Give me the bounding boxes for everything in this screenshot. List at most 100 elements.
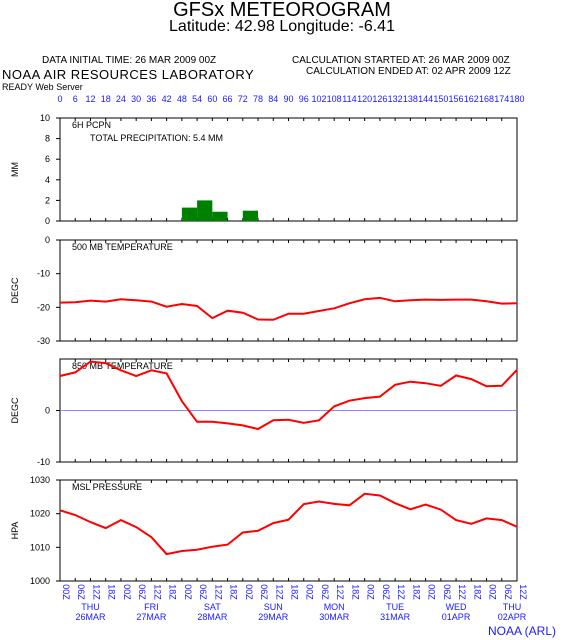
utc-tick-label: 12Z — [518, 584, 528, 600]
utc-tick-label: 00Z — [366, 584, 376, 600]
utc-tick-label: 00Z — [488, 584, 498, 600]
hour-tick-label: 12 — [85, 94, 95, 104]
chart-subtitle: Latitude: 42.98 Longitude: -6.41 — [169, 18, 395, 35]
data-point — [424, 298, 427, 301]
data-point — [89, 299, 92, 302]
utc-tick-label: 18Z — [229, 584, 239, 600]
y-axis-label: DEGC — [10, 397, 20, 424]
data-point — [455, 374, 457, 377]
data-point — [287, 418, 290, 421]
data-point — [363, 397, 366, 399]
utc-tick-label: 12Z — [396, 584, 406, 600]
data-point — [333, 405, 336, 408]
data-point — [104, 300, 107, 303]
utc-tick-label: 18Z — [168, 584, 178, 600]
utc-tick-label: 12Z — [91, 584, 101, 600]
data-point — [516, 302, 518, 305]
data-point — [424, 503, 427, 506]
day-label: THU — [81, 602, 100, 612]
panel-mslp: MSL PRESSURE HPA 1030 1020 1010 1000 — [10, 475, 518, 586]
data-point — [74, 301, 77, 304]
data-point — [348, 399, 351, 402]
panel-title: 6H PCPN — [72, 120, 111, 130]
hour-tick-label: 84 — [268, 94, 278, 104]
data-point — [500, 384, 503, 387]
data-point — [181, 303, 183, 305]
date-label: 28MAR — [197, 612, 228, 622]
date-label: 02APR — [498, 612, 527, 622]
data-point — [150, 369, 153, 372]
date-label: 30MAR — [319, 612, 350, 622]
data-point — [242, 531, 244, 534]
data-point — [226, 543, 229, 546]
y-tick-label: 1030 — [30, 475, 50, 485]
day-label: SUN — [264, 602, 283, 612]
y-tick-label: 6 — [45, 154, 50, 164]
forecast-hour-axis: 0 6 12 18 24 30 36 42 48 54 60 66 72 78 84 90 96 102 108 11… — [57, 94, 524, 104]
precip-bar — [181, 207, 198, 221]
data-point — [348, 504, 351, 507]
data-point — [516, 525, 518, 528]
series-line — [59, 360, 518, 431]
precip-bar — [197, 200, 213, 221]
data-point — [242, 311, 244, 314]
data-point — [363, 493, 366, 495]
utc-tick-label: 12Z — [335, 584, 345, 600]
y-tick-label: 10 — [40, 113, 50, 123]
series-line — [59, 492, 518, 556]
precip-bar — [242, 210, 259, 221]
utc-tick-label: 12Z — [457, 584, 467, 600]
data-point — [363, 298, 366, 301]
data-point — [485, 517, 488, 520]
data-point — [333, 503, 336, 505]
server-name: READY Web Server — [2, 82, 83, 92]
data-point — [59, 301, 61, 304]
hour-tick-label: 174 — [494, 94, 509, 104]
hour-tick-label: 36 — [146, 94, 156, 104]
data-point — [440, 384, 442, 387]
data-point — [165, 305, 168, 308]
data-point — [211, 545, 214, 548]
data-point — [257, 428, 259, 430]
footer-credit: NOAA (ARL) — [488, 624, 557, 638]
utc-tick-label: 06Z — [259, 584, 269, 600]
y-tick-label: 1000 — [30, 576, 50, 586]
data-point — [470, 378, 473, 380]
hour-tick-label: 48 — [177, 94, 187, 104]
hour-tick-label: 150 — [433, 94, 448, 104]
hour-tick-label: 60 — [207, 94, 217, 104]
data-point — [74, 514, 77, 516]
data-point — [379, 494, 381, 497]
calc-started: CALCULATION STARTED AT: 26 MAR 2009 00Z — [292, 55, 510, 66]
data-point — [516, 369, 518, 371]
y-tick-label: 0 — [45, 235, 50, 245]
panel-frame — [59, 239, 518, 342]
data-point — [74, 371, 77, 374]
hour-tick-label: 24 — [116, 94, 126, 104]
hour-tick-label: 96 — [299, 94, 309, 104]
panel-t500: 500 MB TEMPERATURE DEGC 0 -10 -20 -30 — [10, 235, 518, 346]
data-point — [226, 422, 229, 425]
data-point — [470, 522, 473, 525]
hour-tick-label: 120 — [357, 94, 372, 104]
data-point — [455, 298, 457, 301]
hour-tick-label: 54 — [192, 94, 202, 104]
data-point — [211, 421, 214, 423]
utc-tick-label: 12Z — [274, 584, 284, 600]
data-point — [379, 297, 381, 299]
date-time-axis: 00Z 06Z 12Z 18Z 00Z 06Z 12Z 18Z 00Z 06Z 12Z 18Z 00Z 0… — [61, 584, 528, 622]
data-point — [196, 421, 198, 423]
data-point — [287, 312, 290, 315]
utc-tick-label: 00Z — [61, 584, 71, 600]
y-tick-label: 0 — [45, 406, 50, 416]
utc-tick-label: 06Z — [76, 584, 86, 600]
data-point — [485, 300, 488, 303]
data-point — [302, 312, 305, 315]
data-point — [500, 519, 503, 521]
y-tick-label: 1010 — [30, 542, 50, 552]
hour-tick-label: 162 — [464, 94, 479, 104]
date-label: 26MAR — [75, 612, 106, 622]
hour-tick-label: 90 — [283, 94, 293, 104]
hour-tick-label: 180 — [509, 94, 524, 104]
hour-tick-label: 72 — [238, 94, 248, 104]
